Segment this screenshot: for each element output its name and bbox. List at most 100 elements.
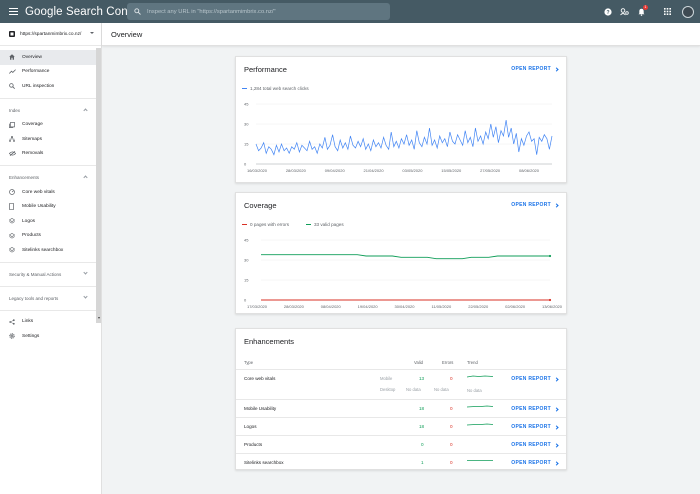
x-tick-label: 08/06/2020: [519, 168, 540, 173]
row-type: Logos: [244, 424, 257, 429]
sidebar-item-label: Mobile Usability: [22, 204, 56, 210]
y-tick-label: 30: [244, 257, 249, 262]
svg-text:?: ?: [606, 9, 609, 15]
col-header-errors: Errors: [442, 360, 454, 365]
x-tick-label: 02/06/2020: [505, 304, 526, 309]
legend-swatch: [242, 87, 247, 90]
y-tick-label: 15: [244, 277, 249, 282]
sidebar-item-mobile-usability[interactable]: Mobile Usability: [0, 200, 101, 215]
enhancements-card: Enhancements Type Valid Errors Trend Cor…: [235, 328, 567, 470]
help-icon[interactable]: ?: [599, 0, 616, 23]
open-report-label: OPEN REPORT: [511, 442, 551, 448]
error-count: 0: [450, 406, 453, 411]
x-tick-label: 09/04/2020: [325, 168, 346, 173]
open-report-label: OPEN REPORT: [511, 406, 551, 412]
chevron-down-icon[interactable]: [90, 32, 94, 34]
coverage-open-report-button[interactable]: OPEN REPORT: [511, 202, 559, 208]
section-header-security[interactable]: Security & Manual Actions: [0, 267, 101, 282]
property-selector[interactable]: https://spartanmimbrix.co.nz/: [0, 23, 101, 46]
sidebar-item-label: URL inspection: [22, 83, 55, 89]
performance-legend: 1,284 total web search clicks: [242, 86, 309, 91]
row-type: Mobile Usability: [244, 406, 277, 411]
sidebar-item-label: Coverage: [22, 122, 43, 128]
chevron-down-icon: [83, 270, 88, 275]
error-count: 0: [450, 376, 453, 381]
open-report-button[interactable]: OPEN REPORT: [511, 460, 559, 466]
sidebar-item-core-web-vitals[interactable]: Core web vitals: [0, 185, 101, 200]
sitemap-icon: [9, 136, 22, 142]
table-row-logos[interactable]: Logos 18 0 OPEN REPORT: [236, 417, 566, 435]
url-inspect-search[interactable]: [127, 3, 390, 20]
table-row-core-web-vitals[interactable]: Core web vitals Mobile 13 0 Desktop No d…: [236, 369, 566, 399]
sidebar-scrollbar[interactable]: [96, 48, 101, 323]
scroll-down-arrow-icon[interactable]: [98, 317, 100, 319]
apps-grid-icon[interactable]: [659, 0, 676, 23]
top-app-bar: Google Search Console ? 1: [0, 0, 700, 23]
trend-sparkline: [467, 423, 493, 426]
open-report-label: OPEN REPORT: [511, 66, 551, 72]
app-title[interactable]: Google Search Console: [25, 5, 150, 18]
visibility-off-icon: [9, 151, 22, 157]
x-tick-label: 30/04/2020: [394, 304, 415, 309]
sidebar-item-label: Links: [22, 319, 34, 325]
sidebar-item-links[interactable]: Links: [0, 315, 101, 330]
row-type: Products: [244, 442, 263, 447]
page-header: Overview: [102, 23, 700, 46]
table-row-products[interactable]: Products 0 0 OPEN REPORT: [236, 435, 566, 453]
sidebar-item-performance[interactable]: Performance: [0, 65, 101, 80]
page-title: Overview: [111, 29, 143, 39]
chevron-up-icon: [83, 107, 88, 113]
sidebar-item-url-inspection[interactable]: URL inspection: [0, 79, 101, 94]
sidebar-item-products[interactable]: Products: [0, 229, 101, 244]
sidebar-item-logos[interactable]: Logos: [0, 214, 101, 229]
layers-icon: [9, 218, 22, 224]
sidebar-item-coverage[interactable]: Coverage: [0, 118, 101, 133]
x-tick-label: 22/05/2020: [468, 304, 489, 309]
sidebar-item-label: Sitemaps: [22, 136, 42, 142]
sidebar-item-overview[interactable]: Overview: [0, 50, 101, 65]
y-tick-label: 45: [244, 237, 249, 242]
open-report-button[interactable]: OPEN REPORT: [511, 442, 559, 448]
menu-icon[interactable]: [1, 0, 25, 23]
table-row-sitelinks-searchbox[interactable]: Sitelinks searchbox 1 0 OPEN REPORT: [236, 453, 566, 470]
sidebar-item-sitelinks-searchbox[interactable]: Sitelinks searchbox: [0, 243, 101, 258]
sidebar-item-label: Settings: [22, 333, 40, 339]
x-tick-label: 21/04/2020: [364, 168, 385, 173]
legend-swatch: [306, 223, 311, 226]
performance-chart: 45 30 15 016/03/2020 28/03/2020 09/04/2020 21/…: [244, 101, 553, 173]
legend-swatch: [242, 223, 247, 226]
links-icon: [9, 319, 22, 325]
chevron-right-icon: [554, 442, 559, 448]
notifications-icon[interactable]: 1: [633, 0, 650, 23]
open-report-button[interactable]: OPEN REPORT: [511, 376, 559, 382]
performance-open-report-button[interactable]: OPEN REPORT: [511, 66, 559, 72]
search-input[interactable]: [147, 8, 377, 15]
x-tick-label: 17/03/2020: [247, 304, 268, 309]
section-header-enhancements[interactable]: Enhancements: [0, 170, 101, 185]
sidebar-item-label: Core web vitals: [22, 189, 55, 195]
open-report-button[interactable]: OPEN REPORT: [511, 406, 559, 412]
sidebar-item-settings[interactable]: Settings: [0, 329, 101, 344]
gear-icon: [9, 333, 22, 339]
section-header-index[interactable]: Index: [0, 103, 101, 118]
legend-label: 0 pages with errors: [250, 222, 290, 227]
coverage-legend-valid: 33 valid pages: [306, 222, 344, 227]
chevron-right-icon: [554, 406, 559, 412]
trend-sparkline: [467, 460, 493, 461]
col-header-type: Type: [244, 360, 254, 365]
valid-count: No data: [406, 387, 421, 392]
legend-label: 33 valid pages: [314, 222, 344, 227]
enhancements-table-header: Type Valid Errors Trend: [236, 359, 566, 369]
section-header-legacy[interactable]: Legacy tools and reports: [0, 291, 101, 306]
sidebar-item-removals[interactable]: Removals: [0, 147, 101, 162]
manage-users-icon[interactable]: [616, 0, 633, 23]
trending-up-icon: [9, 69, 22, 75]
account-avatar[interactable]: [682, 5, 694, 18]
y-tick-label: 0: [244, 297, 247, 302]
x-tick-label: 16/03/2020: [247, 168, 268, 173]
sidebar-item-label: Sitelinks searchbox: [22, 247, 64, 253]
x-tick-label: 19/04/2020: [358, 304, 379, 309]
open-report-button[interactable]: OPEN REPORT: [511, 424, 559, 430]
table-row-mobile-usability[interactable]: Mobile Usability 18 0 OPEN REPORT: [236, 399, 566, 417]
sidebar-item-sitemaps[interactable]: Sitemaps: [0, 132, 101, 147]
